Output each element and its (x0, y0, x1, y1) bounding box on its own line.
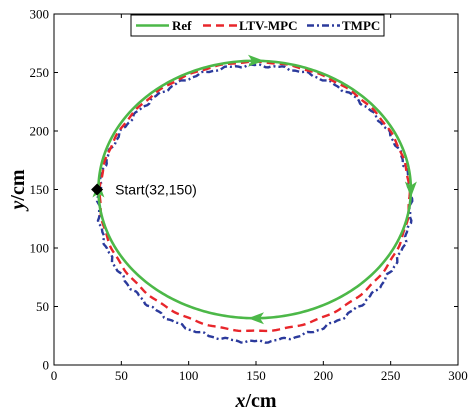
y-tick-label: 50 (36, 299, 49, 314)
y-tick-label: 250 (30, 65, 50, 80)
x-axis-label: x/cm (234, 390, 276, 412)
legend-label-tmpc: TMPC (342, 18, 380, 33)
y-axis-label: y/cm (7, 169, 29, 211)
y-tick-label: 300 (30, 7, 50, 22)
x-tick-label: 200 (314, 368, 334, 383)
x-tick-label: 0 (51, 368, 58, 383)
direction-arrow-left (248, 312, 264, 325)
y-axis-unit: /cm (7, 169, 29, 201)
y-axis-var: y (7, 200, 29, 211)
direction-arrow-right (248, 54, 264, 67)
direction-arrow-down (404, 181, 417, 198)
x-tick-label: 300 (448, 368, 468, 383)
start-point-label: Start(32,150) (115, 182, 197, 198)
x-tick-label: 150 (246, 368, 266, 383)
plot-frame (53, 13, 459, 366)
legend-box (130, 14, 385, 37)
y-tick-label: 100 (30, 241, 50, 256)
x-tick-label: 100 (179, 368, 199, 383)
x-axis-var: x (234, 390, 245, 412)
x-axis-unit: /cm (244, 390, 276, 412)
start-point-marker (91, 183, 104, 196)
y-tick-label: 0 (43, 358, 50, 373)
legend-label-ref: Ref (172, 18, 192, 33)
series-tmpc-line (95, 63, 414, 344)
y-tick-label: 150 (30, 182, 50, 197)
x-tick-label: 50 (115, 368, 128, 383)
y-tick-label: 200 (30, 124, 50, 139)
legend-label-ltv-mpc: LTV-MPC (239, 18, 298, 33)
x-tick-label: 250 (381, 368, 401, 383)
